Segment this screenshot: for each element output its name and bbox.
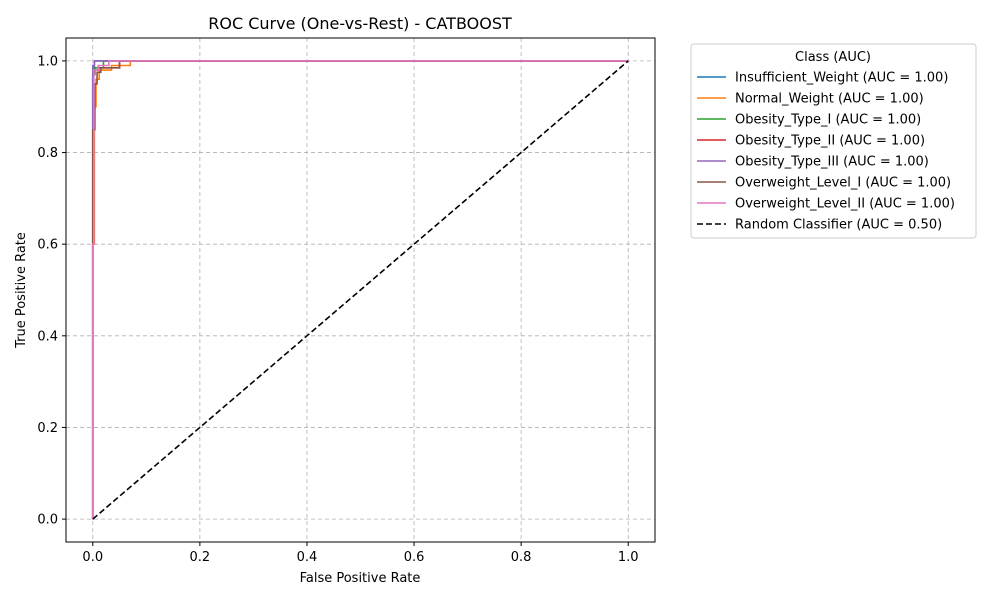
x-tick-label: 0.2 (190, 550, 211, 565)
y-tick-label: 0.8 (37, 146, 58, 161)
y-tick-label: 1.0 (37, 54, 58, 69)
legend: Class (AUC) Insufficient_Weight (AUC = 1… (690, 43, 977, 239)
series-line-8 (92, 60, 629, 520)
y-tick-label: 0.4 (37, 329, 58, 344)
legend-label: Obesity_Type_III (AUC = 1.00) (735, 155, 929, 170)
x-axis: 0.0 0.2 0.4 0.6 0.8 1.0 (82, 542, 639, 565)
legend-label: Random Classifier (AUC = 0.50) (735, 218, 942, 233)
series-line-7 (91, 60, 629, 520)
x-tick-label: 0.0 (82, 550, 103, 565)
grid (66, 38, 655, 542)
legend-label: Normal_Weight (AUC = 1.00) (735, 92, 924, 107)
plot-frame (65, 37, 656, 543)
legend-label: Obesity_Type_II (AUC = 1.00) (735, 134, 925, 149)
legend-label: Obesity_Type_I (AUC = 1.00) (735, 113, 921, 128)
legend-label: Overweight_Level_II (AUC = 1.00) (735, 197, 955, 212)
y-tick-label: 0.0 (37, 513, 58, 528)
y-axis-label: True Positive Rate (14, 232, 29, 349)
y-tick-label: 0.2 (37, 421, 58, 436)
legend-items: Insufficient_Weight (AUC = 1.00) Normal_W… (697, 71, 955, 233)
legend-box (690, 43, 977, 239)
legend-label: Insufficient_Weight (AUC = 1.00) (735, 71, 948, 86)
legend-title: Class (AUC) (795, 50, 871, 65)
chart-title: ROC Curve (One-vs-Rest) - CATBOOST (208, 14, 512, 33)
x-tick-label: 0.4 (297, 550, 318, 565)
x-tick-label: 0.8 (511, 550, 532, 565)
y-tick-label: 0.6 (37, 238, 58, 253)
x-axis-label: False Positive Rate (300, 571, 421, 586)
x-tick-label: 1.0 (618, 550, 639, 565)
series-layer (91, 60, 629, 520)
y-axis: 0.0 0.2 0.4 0.6 0.8 1.0 (37, 54, 66, 528)
legend-label: Overweight_Level_I (AUC = 1.00) (735, 176, 951, 191)
x-tick-label: 0.6 (404, 550, 425, 565)
